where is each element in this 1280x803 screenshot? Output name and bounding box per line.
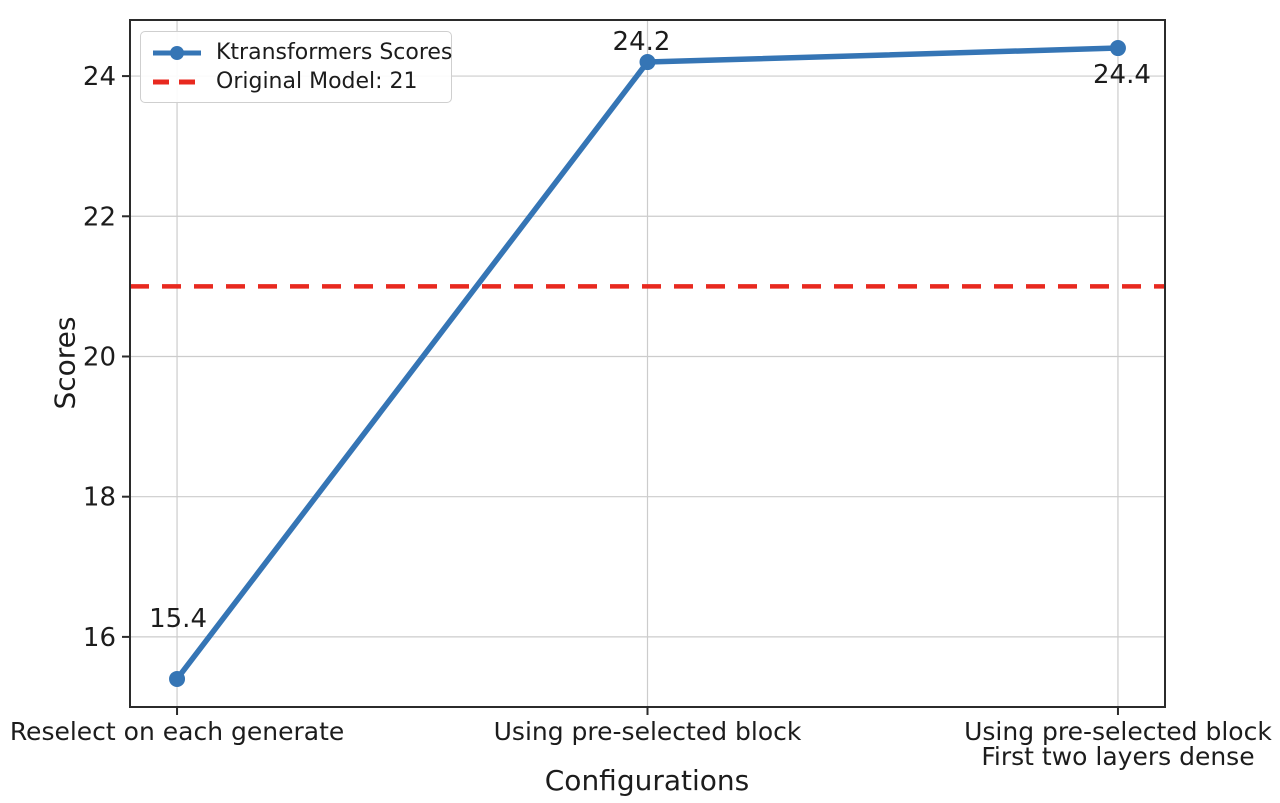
data-point-label: 15.4: [149, 604, 207, 634]
legend-label: Original Model: 21: [216, 68, 418, 94]
y-axis-title: Scores: [48, 316, 82, 410]
legend-label: Ktransformers Scores: [216, 39, 453, 65]
y-tick-label: 16: [83, 623, 116, 653]
x-tick-label: Using pre-selected block First two layers…: [964, 717, 1272, 771]
data-point-marker: [1109, 40, 1126, 57]
legend-item-ktransformers-scores: Ktransformers Scores: [151, 41, 452, 64]
legend-marker-sample: [170, 45, 184, 60]
data-point-label: 24.4: [1093, 60, 1151, 90]
legend: Ktransformers Scores Original Model: 21: [140, 31, 452, 103]
x-tick-label: Using pre-selected block: [494, 717, 802, 746]
data-point-marker: [639, 54, 656, 71]
data-point-label: 24.2: [613, 27, 671, 57]
dashed-line-swatch: [153, 79, 201, 84]
y-tick-label: 24: [83, 62, 116, 92]
y-tick-label: 20: [83, 342, 116, 372]
legend-item-original-model: Original Model: 21: [151, 68, 441, 94]
x-axis-title: Configurations: [544, 764, 750, 797]
y-tick-label: 18: [83, 483, 116, 513]
y-tick-label: 22: [83, 202, 116, 232]
line-marker-swatch: [153, 45, 201, 60]
x-tick-label: Reselect on each generate: [10, 717, 344, 746]
data-point-marker: [169, 670, 186, 687]
